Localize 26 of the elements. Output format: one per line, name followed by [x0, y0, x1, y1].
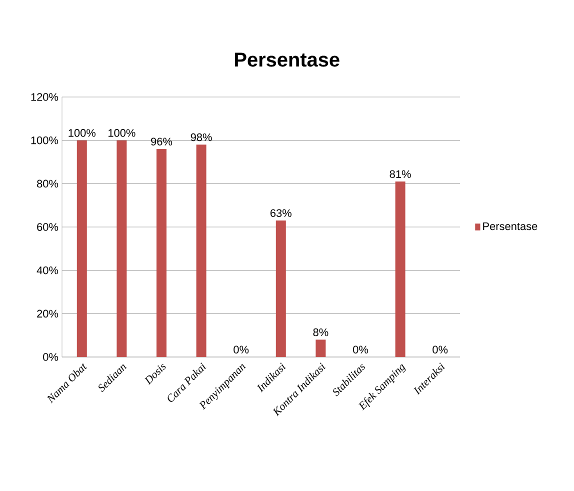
- data-label: 8%: [313, 328, 328, 336]
- y-tick-label: 40%: [36, 266, 58, 274]
- bar: [116, 140, 127, 357]
- data-label: 0%: [353, 346, 368, 354]
- data-label: 0%: [234, 346, 249, 354]
- data-label: 98%: [190, 133, 212, 142]
- y-tick-label: 100%: [31, 136, 58, 144]
- data-label: 63%: [270, 209, 292, 217]
- data-label: 100%: [108, 129, 136, 137]
- bar: [76, 140, 87, 357]
- bar: [156, 148, 166, 357]
- y-tick-label: 120%: [31, 93, 58, 101]
- bar: [276, 220, 286, 357]
- bar: [196, 144, 206, 357]
- data-label: 81%: [390, 170, 411, 178]
- data-label: 96%: [151, 138, 172, 146]
- y-tick-label: 80%: [37, 180, 58, 188]
- bar: [316, 340, 326, 357]
- chart-title: Persentase: [235, 52, 340, 67]
- y-tick-label: 0%: [43, 353, 58, 361]
- bar: [395, 181, 406, 357]
- y-tick-label: 20%: [37, 310, 58, 318]
- y-tick-label: 60%: [37, 223, 58, 231]
- data-label: 100%: [68, 129, 96, 137]
- legend-label: Persentase: [483, 222, 538, 230]
- data-label: 0%: [432, 346, 448, 354]
